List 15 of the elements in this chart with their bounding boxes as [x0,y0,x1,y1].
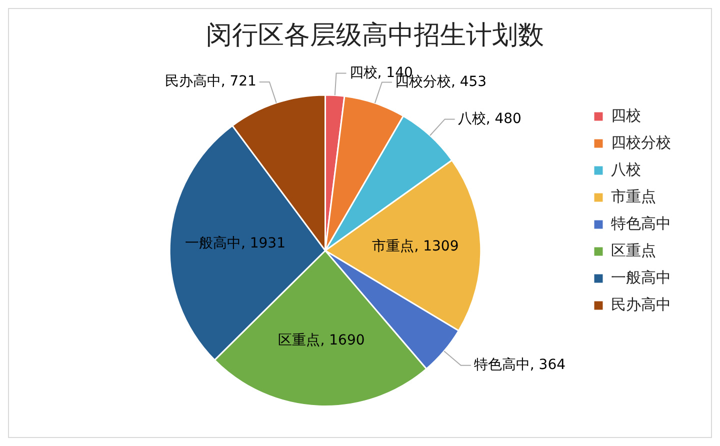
data-label: 一般高中, 1931 [184,235,286,252]
data-label: 特色高中, 364 [474,356,566,373]
legend-label: 八校 [611,160,641,178]
legend-label: 市重点 [611,187,656,206]
legend-label: 一般高中 [611,268,671,286]
legend-label: 区重点 [611,241,656,260]
legend-label: 特色高中 [611,214,671,232]
data-label: 八校, 480 [458,110,522,127]
chart-title: 闵行区各层级高中招生计划数 [206,20,544,50]
legend-label: 民办高中 [611,295,671,314]
data-label: 区重点, 1690 [278,332,365,348]
legend-label: 四校分校 [611,133,671,152]
data-label: 市重点, 1309 [372,238,459,255]
data-label: 民办高中, 721 [164,74,256,90]
legend-label: 四校 [611,106,641,124]
